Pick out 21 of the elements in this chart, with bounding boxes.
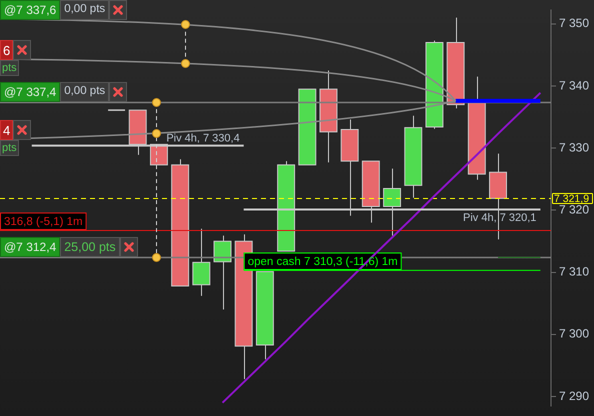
annotation: pts [2,142,17,154]
annotation: pts [2,62,17,74]
y-tick-label: 7 320 [559,202,590,216]
series-label: Piv 4h, 7 330,4 [166,132,240,145]
ref-line-label: @7 337,4 [4,85,56,99]
annotation: 6 [3,42,10,58]
y-tick-label: 7 300 [559,326,590,341]
ref-line-label: 316,8 (-5,1) 1m [4,216,83,228]
annotation: @7 337,6 [4,3,56,17]
ref-line-label: 7 321,9 [554,192,590,205]
annotation: 25,00 pts [64,240,116,254]
series-label: Piv 4h, 7 320,1 [463,212,536,224]
y-tick-label: 7 340 [559,78,590,92]
y-tick-label: 7 330 [559,140,590,154]
y-tick-label: 7 290 [559,388,590,403]
annotation: 0,00 pts [64,3,106,16]
annotation: 0,00 pts [64,85,106,98]
y-tick-label: 7 350 [559,16,590,30]
annotation: 4 [3,122,10,138]
ref-line-label: @7 312,4 [4,240,56,254]
y-tick-label: 7 310 [559,264,590,279]
